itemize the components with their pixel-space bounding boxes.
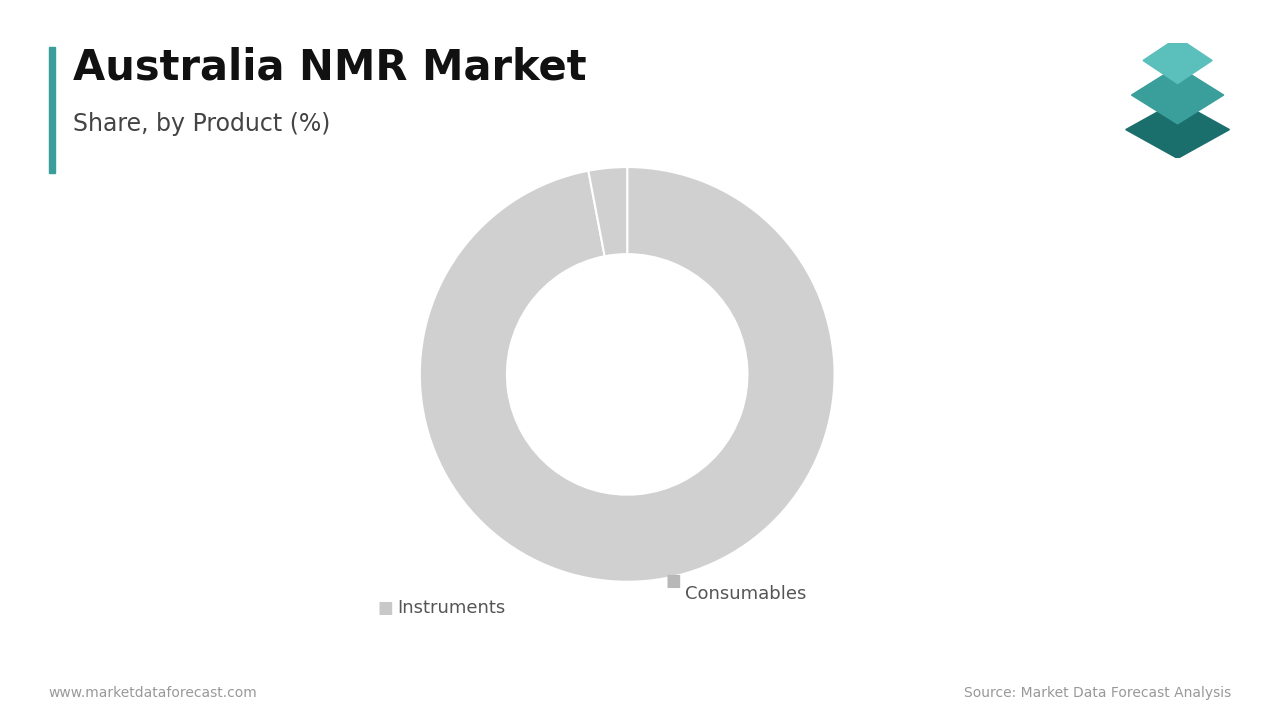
Text: Consumables: Consumables	[685, 585, 806, 603]
Text: Instruments: Instruments	[397, 599, 506, 618]
Wedge shape	[420, 167, 835, 582]
Text: Source: Market Data Forecast Analysis: Source: Market Data Forecast Analysis	[964, 686, 1231, 700]
Text: ■: ■	[378, 599, 393, 618]
Text: ■: ■	[666, 572, 681, 590]
Text: Share, by Product (%): Share, by Product (%)	[73, 112, 330, 135]
Polygon shape	[1143, 37, 1212, 84]
Polygon shape	[1126, 101, 1230, 158]
Text: www.marketdataforecast.com: www.marketdataforecast.com	[49, 686, 257, 700]
Polygon shape	[1132, 66, 1224, 124]
Wedge shape	[589, 167, 627, 256]
Text: Australia NMR Market: Australia NMR Market	[73, 47, 586, 89]
